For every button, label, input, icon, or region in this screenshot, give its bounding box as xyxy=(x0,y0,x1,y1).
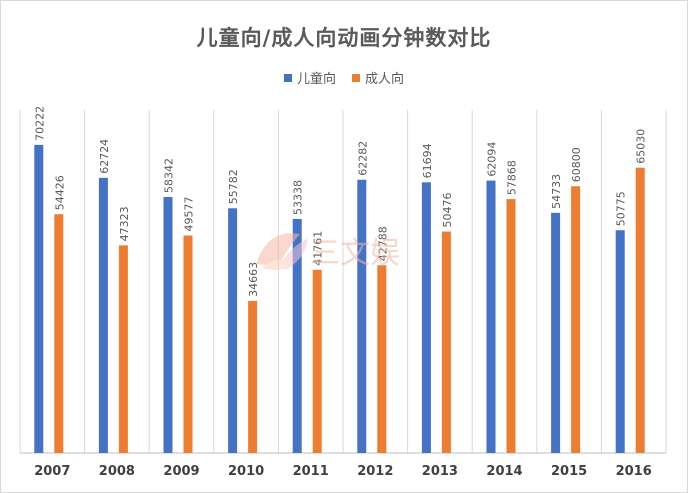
bar-children-2011 xyxy=(292,218,302,453)
data-label-children-2009: 58342 xyxy=(163,158,176,193)
legend-label-adult: 成人向 xyxy=(365,72,405,87)
bar-children-2007 xyxy=(34,144,44,453)
x-tick-label-2008: 2008 xyxy=(99,464,135,479)
data-label-adult-2007: 54426 xyxy=(53,175,66,210)
x-tick-label-2007: 2007 xyxy=(34,464,70,479)
data-label-adult-2011: 41761 xyxy=(312,231,325,266)
bar-children-2014 xyxy=(486,180,496,454)
bar-children-2015 xyxy=(551,212,561,453)
data-label-children-2014: 62094 xyxy=(486,142,499,177)
x-tick-label-2012: 2012 xyxy=(357,464,393,479)
bar-adult-2012 xyxy=(377,265,387,453)
bar-children-2008 xyxy=(98,177,108,453)
data-label-children-2013: 61694 xyxy=(421,143,434,178)
data-label-adult-2012: 42788 xyxy=(376,226,389,261)
watermark-text: 三文娱 xyxy=(310,236,400,271)
bar-adult-2011 xyxy=(312,269,322,453)
bar-adult-2014 xyxy=(506,199,516,453)
legend-label-children: 儿童向 xyxy=(296,72,336,87)
bar-children-2010 xyxy=(228,208,238,453)
legend-swatch-adult xyxy=(352,73,360,82)
x-tick-label-2014: 2014 xyxy=(486,464,522,479)
bar-children-2016 xyxy=(615,230,625,453)
data-label-children-2016: 50775 xyxy=(615,191,628,226)
x-tick-label-2010: 2010 xyxy=(228,464,264,479)
bar-adult-2007 xyxy=(54,214,64,453)
bar-adult-2009 xyxy=(183,235,193,453)
bar-children-2009 xyxy=(163,197,173,453)
x-tick-label-2009: 2009 xyxy=(163,464,199,479)
chart-title: 儿童向/成人向动画分钟数对比 xyxy=(196,26,492,50)
x-tick-label-2015: 2015 xyxy=(551,464,587,479)
data-label-children-2008: 62724 xyxy=(98,139,111,174)
data-label-children-2007: 70222 xyxy=(33,106,46,141)
data-label-adult-2014: 57868 xyxy=(506,160,519,195)
bar-adult-2016 xyxy=(635,167,645,453)
x-tick-label-2016: 2016 xyxy=(616,464,652,479)
watermark-logo: 三文娱 xyxy=(256,233,400,271)
x-tick-label-2013: 2013 xyxy=(422,464,458,479)
legend-item-children: 儿童向 xyxy=(283,68,336,87)
bar-adult-2015 xyxy=(571,186,581,454)
legend: 儿童向 成人向 xyxy=(0,68,688,87)
data-label-children-2010: 55782 xyxy=(227,169,240,204)
data-label-children-2011: 53338 xyxy=(292,180,305,215)
data-label-adult-2010: 34663 xyxy=(247,262,260,297)
bar-adult-2010 xyxy=(248,300,258,453)
watermark-logo-icon xyxy=(256,233,308,270)
data-label-children-2015: 54733 xyxy=(550,174,563,209)
bar-children-2013 xyxy=(421,182,431,454)
legend-swatch-children xyxy=(283,73,292,82)
data-label-adult-2016: 65030 xyxy=(635,129,648,164)
data-label-adult-2009: 49577 xyxy=(183,196,196,231)
data-label-adult-2013: 50476 xyxy=(441,193,454,228)
data-label-adult-2015: 60800 xyxy=(570,147,583,182)
data-label-adult-2008: 47323 xyxy=(118,206,131,241)
bar-children-2012 xyxy=(357,179,367,453)
legend-item-adult: 成人向 xyxy=(352,68,404,87)
x-tick-label-2011: 2011 xyxy=(293,464,329,479)
data-label-children-2012: 62282 xyxy=(356,141,369,176)
bar-adult-2008 xyxy=(118,245,128,453)
bar-adult-2013 xyxy=(441,231,451,453)
